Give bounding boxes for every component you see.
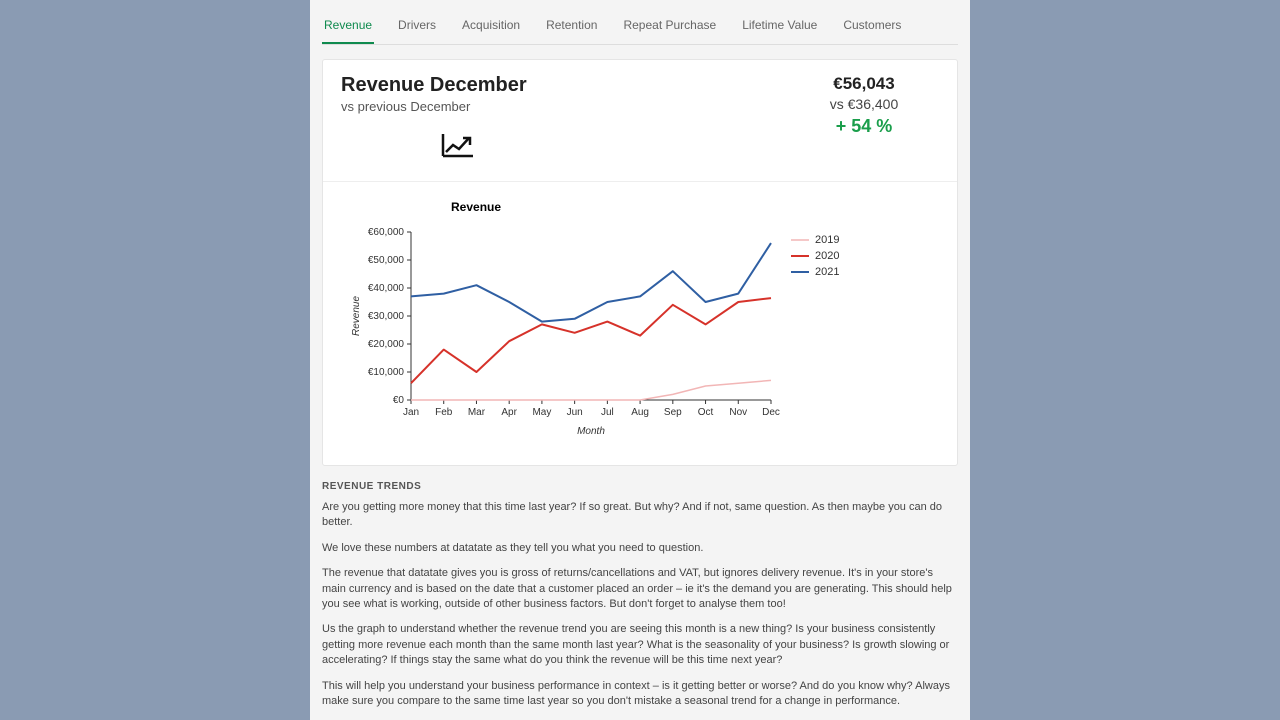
svg-text:Mar: Mar [468, 407, 486, 418]
svg-text:Oct: Oct [698, 407, 714, 418]
card-subtitle: vs previous December [341, 99, 527, 114]
svg-text:Sep: Sep [664, 407, 682, 418]
metric-previous: vs €36,400 [789, 96, 939, 112]
revenue-line-chart: €0 €10,000 €20,000 €30,000 €40,000 €50,000 €60… [341, 220, 901, 450]
svg-text:Dec: Dec [762, 407, 780, 418]
card-title: Revenue December [341, 74, 527, 97]
tab-acquisition[interactable]: Acquisition [460, 12, 522, 44]
card-header: Revenue December vs previous December €5… [323, 60, 957, 182]
tab-lifetime-value[interactable]: Lifetime Value [740, 12, 819, 44]
tab-retention[interactable]: Retention [544, 12, 599, 44]
svg-text:Jan: Jan [403, 407, 419, 418]
svg-text:Jul: Jul [601, 407, 614, 418]
trends-heading: REVENUE TRENDS [322, 480, 958, 494]
svg-text:2021: 2021 [815, 266, 839, 278]
trend-up-icon [441, 132, 527, 163]
metric-change: + 54 % [789, 116, 939, 137]
svg-text:Feb: Feb [435, 407, 453, 418]
tab-drivers[interactable]: Drivers [396, 12, 438, 44]
svg-text:Apr: Apr [501, 407, 517, 418]
trends-paragraph: This will help you understand your busin… [322, 679, 958, 710]
trends-paragraph: Are you getting more money that this tim… [322, 500, 958, 531]
svg-text:€0: €0 [393, 395, 405, 406]
svg-text:Nov: Nov [729, 407, 747, 418]
chart-title: Revenue [451, 200, 939, 214]
svg-text:2019: 2019 [815, 234, 839, 246]
svg-text:Revenue: Revenue [351, 296, 362, 336]
chart-section: Revenue €0 €10,000 €20,000 €30,000 €40,000 €5… [323, 182, 957, 465]
tab-bar: Revenue Drivers Acquisition Retention Repeat… [322, 0, 958, 45]
trends-paragraph: Us the graph to understand whether the r… [322, 622, 958, 668]
svg-text:€60,000: €60,000 [368, 227, 405, 238]
svg-text:Jun: Jun [567, 407, 583, 418]
svg-text:€20,000: €20,000 [368, 339, 405, 350]
trends-body: Are you getting more money that this tim… [322, 500, 958, 709]
svg-text:€10,000: €10,000 [368, 367, 405, 378]
analytics-panel: Revenue Drivers Acquisition Retention Repeat… [310, 0, 970, 720]
metric-block: €56,043 vs €36,400 + 54 % [789, 74, 939, 163]
trends-section: REVENUE TRENDS Are you getting more mone… [322, 480, 958, 709]
tab-revenue[interactable]: Revenue [322, 12, 374, 44]
svg-text:€30,000: €30,000 [368, 311, 405, 322]
revenue-card: Revenue December vs previous December €5… [322, 59, 958, 466]
svg-text:€40,000: €40,000 [368, 283, 405, 294]
svg-text:May: May [532, 407, 551, 418]
trends-paragraph: The revenue that datatate gives you is g… [322, 566, 958, 612]
trends-paragraph: We love these numbers at datatate as the… [322, 541, 958, 556]
svg-text:Aug: Aug [631, 407, 649, 418]
tab-repeat-purchase[interactable]: Repeat Purchase [621, 12, 718, 44]
svg-text:€50,000: €50,000 [368, 255, 405, 266]
card-title-block: Revenue December vs previous December [341, 74, 527, 163]
tab-customers[interactable]: Customers [841, 12, 903, 44]
svg-text:2020: 2020 [815, 250, 839, 262]
svg-text:Month: Month [577, 426, 605, 437]
metric-current: €56,043 [789, 74, 939, 94]
